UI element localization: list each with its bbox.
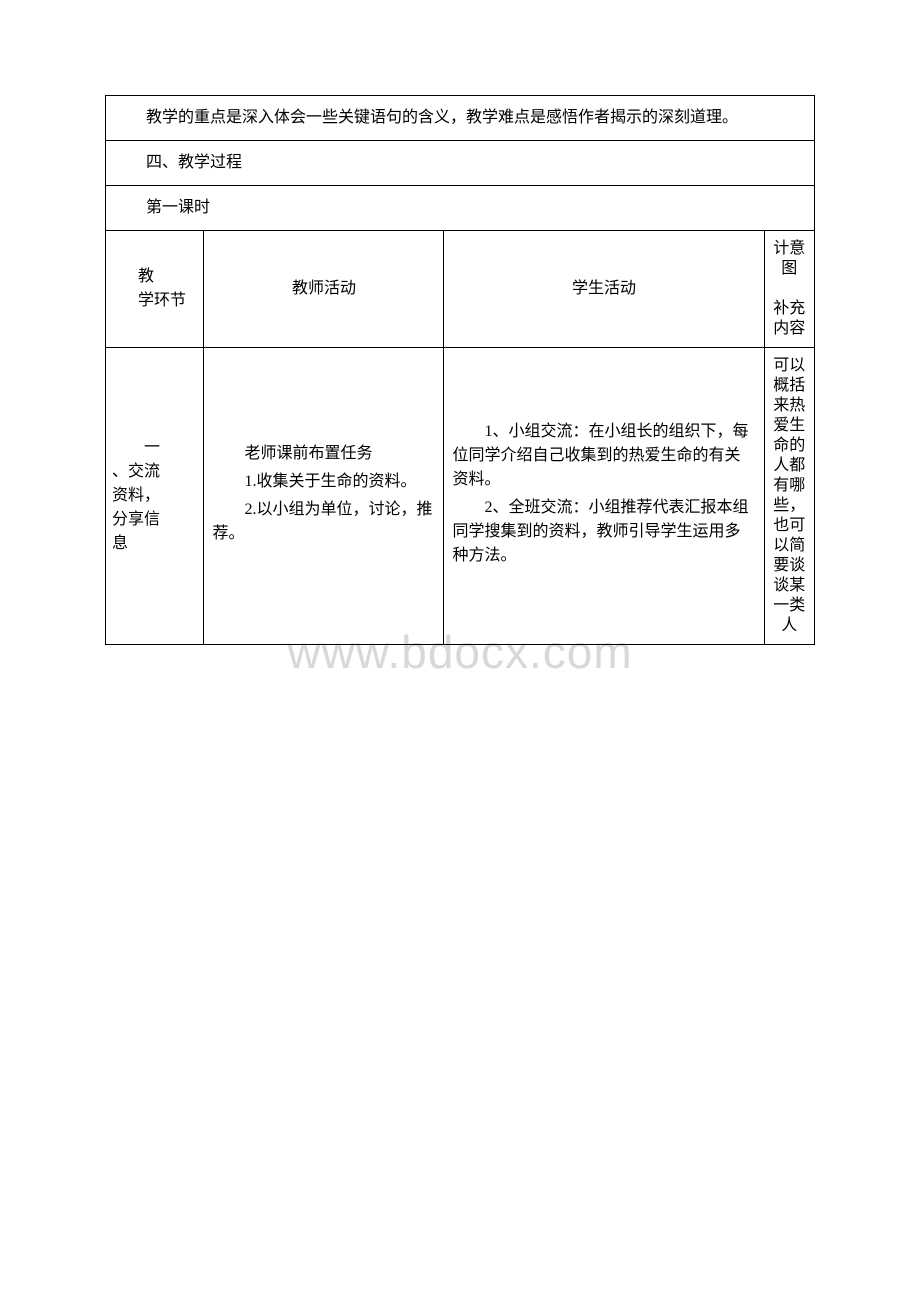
student-p1: 1、小组交流：在小组长的组织下，每位同学介绍自己收集到的热爱生命的有关资料。	[452, 420, 755, 492]
intro-text: 教学的重点是深入体会一些关键语句的含义，教学难点是感悟作者揭示的深刻道理。	[114, 106, 806, 130]
body-teacher: 老师课前布置任务 1.收集关于生命的资料。 2.以小组为单位，讨论，推荐。	[204, 348, 444, 645]
intro-cell: 教学的重点是深入体会一些关键语句的含义，教学难点是感悟作者揭示的深刻道理。	[106, 96, 815, 141]
lesson-cell: 第一课时	[106, 186, 815, 231]
body-stage: 一、交流资料，分享信息	[106, 348, 204, 645]
teacher-p2: 1.收集关于生命的资料。	[212, 470, 435, 494]
table-row-lesson: 第一课时	[106, 186, 815, 231]
body-student: 1、小组交流：在小组长的组织下，每位同学介绍自己收集到的热爱生命的有关资料。 2…	[444, 348, 764, 645]
body-stage-text: 一、交流资料，分享信息	[110, 436, 199, 556]
section-cell: 四、教学过程	[106, 141, 815, 186]
table-row-body: 一、交流资料，分享信息 老师课前布置任务 1.收集关于生命的资料。 2.以小组为…	[106, 348, 815, 645]
lesson-plan-table: 教学的重点是深入体会一些关键语句的含义，教学难点是感悟作者揭示的深刻道理。 四、…	[105, 95, 815, 645]
header-student-text: 学生活动	[572, 280, 636, 297]
header-notes-text: 计意图 补充内容	[769, 239, 810, 339]
header-stage-text: 教学环节	[138, 268, 186, 309]
table-row-intro: 教学的重点是深入体会一些关键语句的含义，教学难点是感悟作者揭示的深刻道理。	[106, 96, 815, 141]
header-notes: 计意图 补充内容	[764, 231, 814, 348]
lesson-text: 第一课时	[114, 196, 806, 220]
body-notes: 可以概括来热爱生命的人都有哪些，也可以简要谈谈某一类人	[764, 348, 814, 645]
header-student: 学生活动	[444, 231, 764, 348]
table-row-headers: 教学环节 教师活动 学生活动 计意图 补充内容	[106, 231, 815, 348]
section-text: 四、教学过程	[114, 151, 806, 175]
header-teacher: 教师活动	[204, 231, 444, 348]
header-teacher-text: 教师活动	[292, 280, 356, 297]
student-p2: 2、全班交流：小组推荐代表汇报本组同学搜集到的资料，教师引导学生运用多种方法。	[452, 496, 755, 568]
table-row-section: 四、教学过程	[106, 141, 815, 186]
body-notes-text: 可以概括来热爱生命的人都有哪些，也可以简要谈谈某一类人	[769, 356, 810, 636]
header-stage: 教学环节	[106, 231, 204, 348]
teacher-p1: 老师课前布置任务	[212, 442, 435, 466]
teacher-p3: 2.以小组为单位，讨论，推荐。	[212, 498, 435, 546]
